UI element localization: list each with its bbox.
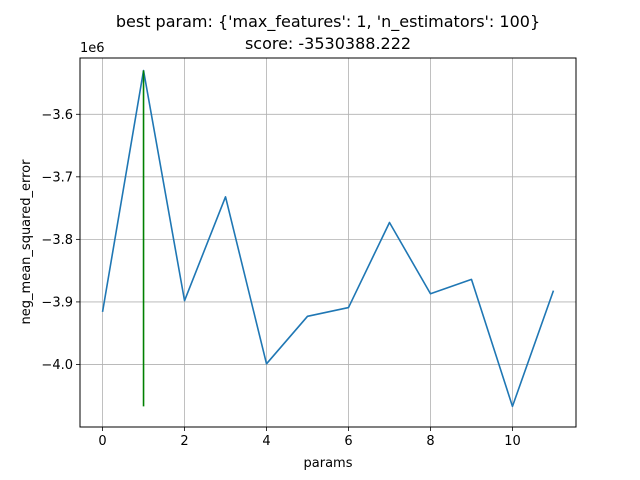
x-tick-label: 0 [98,434,106,449]
y-tick-label: −4.0 [41,358,73,373]
x-axis-label: params [304,456,353,471]
y-axis-ticks: −4.0 −3.9 −3.8 −3.7 −3.6 [41,108,80,373]
x-tick-label: 6 [344,434,352,449]
x-tick-label: 4 [262,434,270,449]
plot-area-frame [79,57,577,428]
x-axis-ticks: 0 2 4 6 8 10 [98,427,521,449]
y-axis-label: neg_mean_squared_error [19,159,34,325]
series-line [101,69,555,408]
x-tick-label: 8 [426,434,434,449]
y-tick-label: −3.9 [41,295,73,310]
grid-layer [80,58,576,427]
y-offset-label: 1e6 [80,41,105,56]
y-tick-label: −3.8 [41,233,73,248]
chart-title-line-1: best param: {'max_features': 1, 'n_estim… [116,12,540,32]
x-tick-label: 2 [180,434,188,449]
series-layer [101,69,555,408]
y-tick-label: −3.7 [41,170,73,185]
x-tick-label: 10 [504,434,521,449]
chart-title-line-2: score: -3530388.222 [245,34,411,53]
y-tick-label: −3.6 [41,108,73,123]
